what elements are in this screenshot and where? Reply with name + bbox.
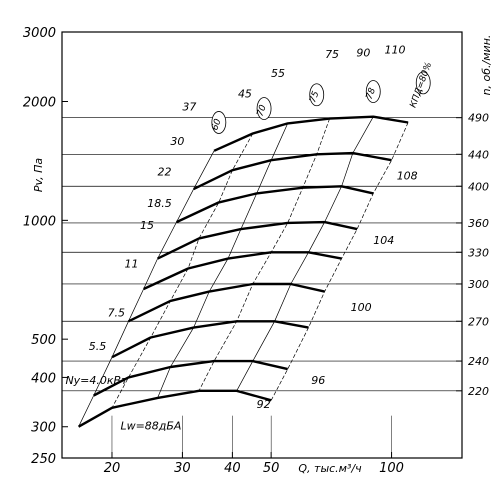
efficiency-marker [365, 80, 381, 103]
fan-curve-440 [193, 151, 392, 191]
noise-label: Lw=88дБА [120, 420, 181, 433]
noise-label: 100 [351, 301, 372, 314]
y-tick-label: 2000 [23, 96, 56, 111]
x-tick-label: 100 [379, 461, 404, 476]
x-tick-label: 40 [224, 461, 241, 476]
axes [61, 31, 463, 459]
fan-curve-220 [78, 389, 272, 428]
power-label: 7.5 [108, 307, 126, 320]
efficiency-label: 78 [365, 86, 378, 100]
flow-label: 75 [325, 48, 339, 61]
y-tick-label: 300 [31, 421, 56, 436]
flow-label: 45 [238, 87, 252, 100]
y-tick-label: 1000 [23, 214, 56, 229]
efficiency-marker [415, 71, 431, 95]
plot-frame [61, 31, 463, 459]
efficiency-label: 60 [210, 117, 223, 131]
power-label: 22 [158, 165, 172, 178]
fan-curve-300 [127, 282, 325, 323]
fan-curve-490 [213, 115, 409, 152]
efficiency-marker [211, 111, 227, 134]
rpm-tick-label: 330 [468, 246, 489, 259]
x-tick-label: 30 [174, 461, 191, 476]
power-label: Ny=4.0кВт [65, 374, 128, 387]
x-axis-label: Q, тыс.м³/ч [298, 462, 362, 475]
efficiency-marker [309, 83, 325, 107]
rpm-tick-label: 360 [468, 217, 489, 230]
flow-label: 110 [385, 43, 406, 56]
rpm-tick-label: 400 [468, 180, 489, 193]
power-label: 15 [140, 219, 154, 232]
power-label: 30 [170, 135, 184, 148]
right-axis-label: n, об./мин. [480, 35, 493, 96]
efficiency-label: 75 [308, 90, 321, 104]
y-tick-label: 250 [31, 452, 56, 467]
fan-curve-330 [143, 251, 342, 291]
noise-label: 92 [257, 398, 271, 411]
efficiency-marker [256, 97, 272, 120]
x-tick-label: 50 [263, 461, 280, 476]
power-label: 11 [125, 257, 139, 270]
power-label: 37 [182, 100, 196, 113]
performance-curves [78, 115, 409, 428]
power-label: 5.5 [89, 340, 107, 353]
efficiency-label: 70 [256, 103, 269, 117]
power-label: 18.5 [147, 197, 172, 210]
auxiliary-lines [78, 116, 409, 427]
rpm-tick-label: 240 [468, 355, 489, 368]
y-tick-label: 400 [31, 371, 56, 386]
y-tick-label: 3000 [23, 26, 56, 41]
chart-labels: 250 300 400 500 1000 2000 3000 20 30 40 50 100 Pv, П… [23, 26, 493, 476]
flow-label: 55 [271, 67, 285, 80]
y-tick-label: 500 [31, 333, 56, 348]
rpm-tick-label: 440 [468, 148, 489, 161]
efficiency-line [198, 118, 330, 391]
noise-label: 96 [311, 374, 325, 387]
noise-label: 104 [373, 234, 394, 247]
fan-curve-360 [157, 220, 358, 260]
flow-label: 90 [356, 47, 370, 60]
rpm-tick-label: 270 [468, 315, 489, 328]
fan-curve-240 [93, 359, 288, 397]
rpm-tick-label: 300 [468, 278, 489, 291]
rpm-tick-label: 220 [468, 385, 489, 398]
efficiency-line [270, 122, 409, 401]
rpm-tick-label: 490 [468, 112, 489, 125]
fan-curve-270 [111, 320, 309, 359]
y-axis-label: Pv, Па [32, 158, 45, 193]
noise-label: 108 [397, 169, 418, 182]
fan-curve-400 [175, 185, 374, 224]
x-tick-label: 20 [104, 461, 121, 476]
